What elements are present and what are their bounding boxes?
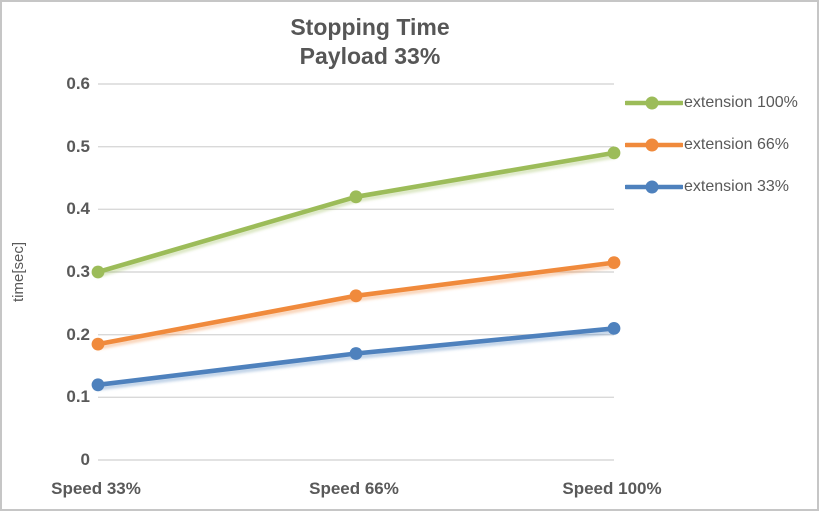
legend: extension 100% extension 66% extension 33%	[625, 93, 798, 197]
y-tick-label: 0.1	[66, 387, 90, 407]
data-point-marker-extension-33	[607, 322, 621, 335]
data-point-marker-extension-100	[91, 265, 105, 279]
chart-title: Stopping Time Payload 33%	[2, 13, 738, 71]
series-line-extension-66	[95, 260, 617, 347]
y-tick-label: 0.6	[66, 74, 90, 93]
legend-line-marker-icon	[625, 180, 683, 194]
series-lines	[91, 146, 621, 392]
legend-label: extension 33%	[684, 178, 789, 195]
legend-line-marker-icon	[625, 138, 683, 152]
y-tick-label: 0.5	[66, 136, 90, 156]
y-tick-label: 0.3	[66, 262, 90, 281]
legend-circle-marker	[645, 138, 659, 152]
chart-title-line1: Stopping Time	[290, 14, 450, 40]
data-point-marker-extension-66	[91, 337, 105, 351]
y-tick-label: 0.4	[66, 199, 90, 219]
data-point-marker-extension-33	[91, 378, 105, 392]
legend-circle-marker	[645, 180, 659, 194]
data-point-marker-extension-100	[349, 190, 363, 204]
legend-label: extension 100%	[684, 94, 798, 111]
legend-item-extension-33: extension 33%	[625, 177, 798, 197]
x-axis-label: Speed 33%	[51, 479, 141, 498]
legend-circle-marker	[645, 96, 659, 110]
chart-title-line2: Payload 33%	[299, 43, 441, 69]
legend-line-marker-icon	[625, 96, 683, 110]
legend-item-extension-66: extension 66%	[625, 135, 798, 155]
data-point-marker-extension-33	[349, 347, 363, 360]
x-axis-label: Speed 100%	[562, 479, 662, 498]
data-point-marker-extension-66	[349, 289, 363, 303]
y-tick-label: 0	[80, 450, 90, 469]
legend-item-extension-100: extension 100%	[625, 93, 798, 113]
data-point-marker-extension-100	[607, 146, 621, 160]
y-tick-label: 0.2	[66, 324, 90, 344]
series-line-shadow-extension-100	[95, 154, 617, 278]
x-axis-label: Speed 66%	[309, 479, 399, 498]
data-point-marker-extension-66	[607, 256, 621, 269]
legend-label: extension 66%	[684, 136, 789, 153]
series-line-shadow-extension-33	[95, 329, 617, 391]
